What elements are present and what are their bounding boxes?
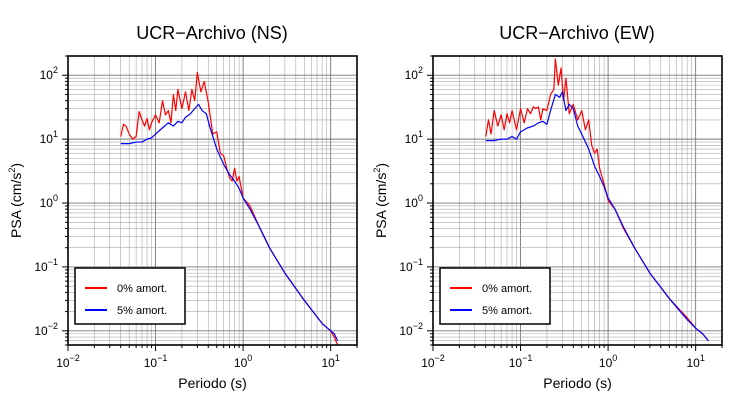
y-axis-label-sup: 2 bbox=[7, 168, 17, 173]
legend-label: 0% amort. bbox=[117, 283, 167, 295]
series-line-1 bbox=[120, 103, 339, 341]
x-axis-label: Periodo (s) bbox=[178, 375, 246, 391]
y-tick-label: 101 bbox=[40, 129, 58, 146]
x-tick-label: 10−2 bbox=[56, 353, 80, 370]
y-tick-label: 10−2 bbox=[34, 321, 58, 338]
x-tick-label: 100 bbox=[234, 353, 252, 370]
legend-box bbox=[439, 267, 551, 325]
legend-label: 5% amort. bbox=[117, 305, 167, 317]
y-tick-base: 10 bbox=[405, 196, 419, 210]
y-tick-label: 100 bbox=[40, 193, 58, 210]
grid bbox=[433, 56, 722, 345]
chart-title: UCR−Archivo (EW) bbox=[499, 23, 655, 43]
x-tick-base: 10 bbox=[599, 356, 613, 370]
x-tick-exp: −1 bbox=[522, 353, 532, 363]
chart-panel-1: UCR−Archivo (EW)10−2 10−1 100 10110−210−110… bbox=[372, 23, 723, 391]
y-tick-base: 10 bbox=[40, 132, 54, 146]
y-axis-label: PSA (cm/s2) bbox=[7, 163, 24, 238]
x-tick-exp: −2 bbox=[70, 353, 80, 363]
y-axis-label-sup: 2 bbox=[372, 168, 382, 173]
y-tick-exp: 0 bbox=[418, 193, 423, 203]
y-axis-label-text: PSA (cm/s bbox=[373, 173, 389, 238]
y-tick-base: 10 bbox=[34, 324, 48, 338]
y-tick-base: 10 bbox=[405, 132, 419, 146]
y-tick-exp: 2 bbox=[418, 65, 423, 75]
x-tick-exp: −2 bbox=[435, 353, 445, 363]
x-tick-base: 10 bbox=[144, 356, 158, 370]
y-tick-base: 10 bbox=[40, 68, 54, 82]
chart-panel-0: UCR−Archivo (NS)10−2 10−1 100 10110−210−110… bbox=[7, 23, 358, 391]
legend-box bbox=[74, 267, 186, 325]
y-tick-exp: −1 bbox=[48, 257, 58, 267]
y-tick-exp: −1 bbox=[413, 257, 423, 267]
x-tick-label: 101 bbox=[321, 353, 339, 370]
x-axis-label: Periodo (s) bbox=[543, 375, 611, 391]
y-tick-base: 10 bbox=[34, 260, 48, 274]
series-line-1 bbox=[485, 91, 709, 342]
y-axis-label-close: ) bbox=[373, 163, 389, 168]
y-tick-exp: −2 bbox=[413, 321, 423, 331]
x-tick-exp: 0 bbox=[247, 353, 252, 363]
x-tick-exp: 0 bbox=[612, 353, 617, 363]
y-axis-label: PSA (cm/s2) bbox=[372, 163, 389, 238]
y-tick-exp: 1 bbox=[418, 129, 423, 139]
y-tick-label: 101 bbox=[405, 129, 423, 146]
plot-frame bbox=[67, 55, 358, 346]
y-tick-label: 102 bbox=[40, 65, 58, 82]
y-tick-exp: 2 bbox=[53, 65, 58, 75]
x-tick-exp: −1 bbox=[157, 353, 167, 363]
y-axis-label-text: PSA (cm/s bbox=[8, 173, 24, 238]
series-line-0 bbox=[120, 71, 339, 346]
y-tick-label: 10−1 bbox=[399, 257, 423, 274]
x-tick-base: 10 bbox=[509, 356, 523, 370]
y-tick-base: 10 bbox=[405, 68, 419, 82]
x-tick-exp: 1 bbox=[335, 353, 340, 363]
y-tick-label: 100 bbox=[405, 193, 423, 210]
x-tick-label: 10−2 bbox=[421, 353, 445, 370]
y-tick-base: 10 bbox=[399, 260, 413, 274]
y-tick-label: 10−1 bbox=[34, 257, 58, 274]
y-tick-exp: −2 bbox=[48, 321, 58, 331]
legend-label: 0% amort. bbox=[482, 283, 532, 295]
x-tick-base: 10 bbox=[686, 356, 700, 370]
x-tick-label: 10−1 bbox=[144, 353, 168, 370]
chart-title: UCR−Archivo (NS) bbox=[136, 23, 288, 43]
x-tick-exp: 1 bbox=[700, 353, 705, 363]
x-tick-base: 10 bbox=[421, 356, 435, 370]
x-tick-label: 10−1 bbox=[509, 353, 533, 370]
legend: 0% amort. 5% amort. bbox=[74, 267, 186, 325]
y-axis-label-close: ) bbox=[8, 163, 24, 168]
y-tick-label: 10−2 bbox=[399, 321, 423, 338]
y-tick-label: 102 bbox=[405, 65, 423, 82]
x-tick-base: 10 bbox=[234, 356, 248, 370]
x-tick-label: 101 bbox=[686, 353, 704, 370]
y-tick-base: 10 bbox=[40, 196, 54, 210]
legend-label: 5% amort. bbox=[482, 305, 532, 317]
x-tick-base: 10 bbox=[321, 356, 335, 370]
x-tick-base: 10 bbox=[56, 356, 70, 370]
x-tick-label: 100 bbox=[599, 353, 617, 370]
legend: 0% amort. 5% amort. bbox=[439, 267, 551, 325]
y-tick-base: 10 bbox=[399, 324, 413, 338]
y-tick-exp: 1 bbox=[53, 129, 58, 139]
plot-frame bbox=[432, 55, 723, 346]
y-tick-exp: 0 bbox=[53, 193, 58, 203]
